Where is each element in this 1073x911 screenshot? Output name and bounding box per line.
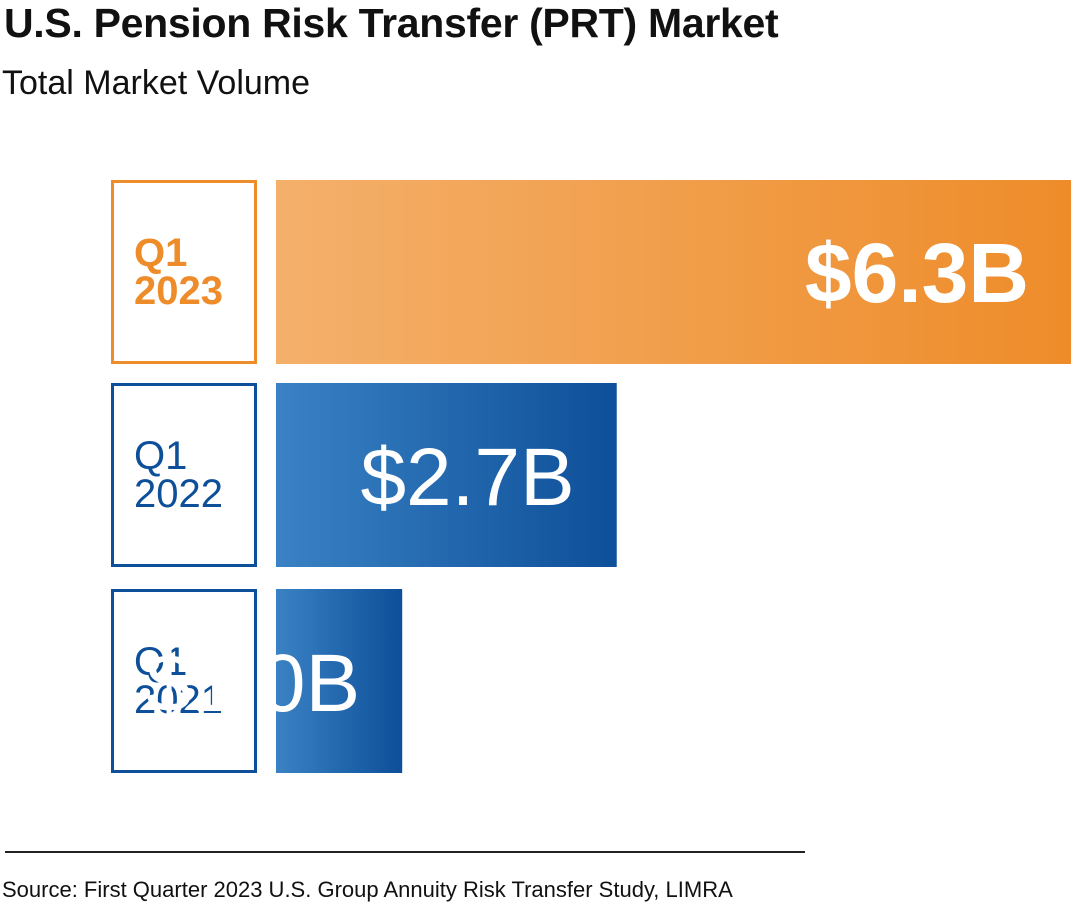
source-divider bbox=[5, 851, 805, 853]
category-label: 2022 bbox=[134, 472, 223, 516]
bar bbox=[276, 180, 1072, 364]
category-box bbox=[111, 589, 257, 773]
data-label: $1.0B bbox=[146, 638, 360, 729]
chart-title: U.S. Pension Risk Transfer (PRT) Market bbox=[4, 0, 779, 46]
category-label: Q1 bbox=[134, 640, 187, 684]
data-label: $6.3B bbox=[805, 226, 1029, 320]
category-label: 2021 bbox=[134, 678, 223, 722]
category-box bbox=[111, 383, 257, 567]
chart-subtitle: Total Market Volume bbox=[2, 64, 311, 102]
bar bbox=[276, 383, 617, 567]
data-label: $2.7B bbox=[360, 432, 574, 523]
category-label: Q1 bbox=[134, 434, 187, 478]
category-box bbox=[111, 180, 257, 364]
bar bbox=[276, 589, 403, 773]
category-label: Q1 bbox=[134, 231, 187, 275]
source-note: Source: First Quarter 2023 U.S. Group An… bbox=[2, 877, 733, 902]
category-label: 2023 bbox=[134, 269, 223, 313]
